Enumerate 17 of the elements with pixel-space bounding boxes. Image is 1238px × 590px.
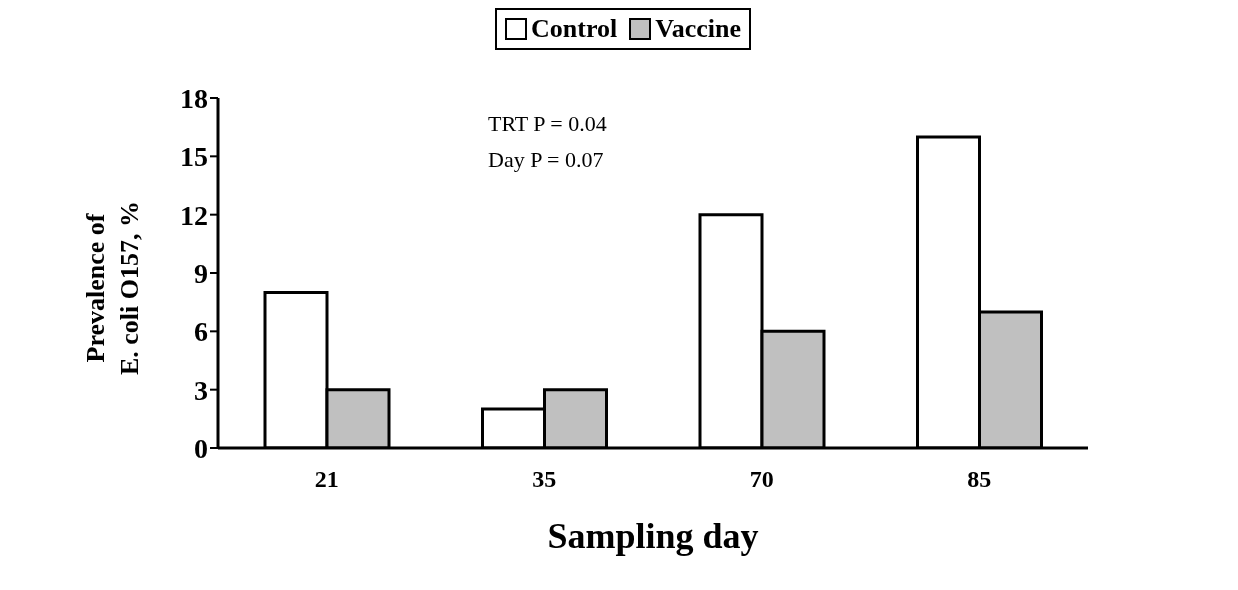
legend-label: Control: [530, 14, 618, 44]
annotation: TRT P = 0.04: [488, 110, 607, 138]
y-tick-label: 3: [194, 374, 208, 406]
y-tick-label: 15: [180, 141, 208, 173]
x-axis-title: Sampling day: [547, 516, 759, 556]
y-tick-label: 12: [180, 199, 208, 231]
annotation: Day P = 0.07: [488, 146, 605, 174]
y-tick-label: 0: [194, 432, 208, 464]
x-tick-label: 85: [967, 466, 992, 493]
y-tick-label: 6: [194, 316, 208, 348]
x-tick-label: 70: [749, 466, 774, 493]
legend-label: Vaccine: [654, 14, 741, 44]
x-tick-label: 21: [314, 466, 339, 493]
x-tick-label: 35: [532, 466, 557, 493]
y-axis-title: Prevalence of E. coli O157, %: [80, 200, 145, 376]
y-tick-label: 18: [180, 82, 208, 114]
y-tick-label: 9: [194, 257, 208, 289]
